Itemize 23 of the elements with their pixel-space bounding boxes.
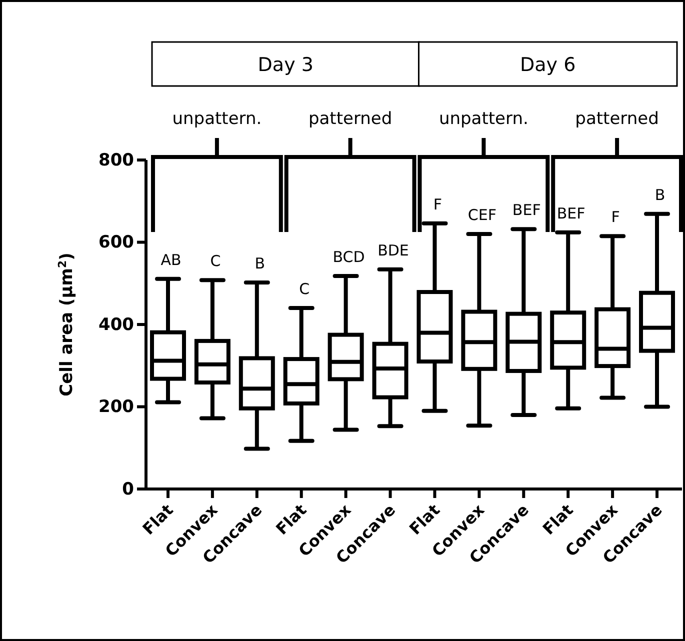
annotation: BDE — [378, 241, 409, 260]
text: Day 6 — [520, 54, 576, 76]
annotation: AB — [160, 250, 182, 269]
annotation: F — [611, 208, 620, 226]
y-tick-label: 0 — [122, 479, 134, 500]
text: Day 3 — [258, 54, 314, 76]
text: unpattern. — [438, 109, 528, 129]
annotation: BCD — [332, 248, 365, 266]
annotation: BEF — [556, 204, 586, 222]
annotation: B — [654, 186, 666, 204]
text: patterned — [575, 109, 659, 129]
annotation: B — [254, 254, 266, 273]
y-tick-label: 200 — [98, 397, 134, 418]
text: patterned — [308, 109, 392, 129]
annotation: C — [299, 280, 310, 298]
annotation: CEF — [468, 206, 496, 224]
annotation: F — [433, 195, 442, 214]
y-tick-label: 800 — [98, 150, 134, 170]
text: unpattern. — [172, 109, 262, 129]
annotation: C — [210, 252, 221, 270]
annotation: BEF — [512, 201, 541, 220]
y-tick-label: 600 — [98, 232, 134, 253]
y-tick-label: 400 — [98, 314, 134, 335]
